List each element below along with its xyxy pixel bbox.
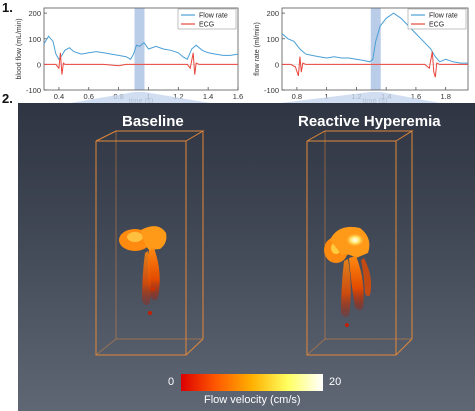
x-tick-label: 0.8 [113,92,123,101]
y-tick-label: 100 [266,35,279,44]
highlight-band [370,8,381,90]
x-tick-label: 0.8 [292,92,302,101]
highlight-band [134,8,145,90]
x-tick-label: 0.6 [84,92,94,101]
bounding-box-hyperemia [306,130,414,356]
y-tick-label: 0 [275,60,279,69]
x-tick-label: 1.2 [351,92,361,101]
series-line-flow-rate [43,35,239,61]
x-tick-label: 1 [325,92,329,101]
x-tick-label: 0.4 [54,92,64,101]
x-tick-label: 1.2 [173,92,183,101]
x-tick-label: 1.6 [233,92,243,101]
y-tick-label: -100 [26,86,41,95]
legend-label: ECG [429,22,444,29]
legend-label: ECG [199,22,214,29]
colorbar-title: Flow velocity (cm/s) [204,394,301,406]
plot-frame [281,7,469,91]
y-tick-label: 200 [28,9,41,18]
y-tick-label: 100 [28,35,41,44]
colorbar-min-label: 0 [168,376,175,388]
y-tick-label: 200 [266,9,279,18]
panel-label-2: 2. [2,91,13,106]
title-reactive-hyperemia: Reactive Hyperemia [298,113,441,130]
y-axis-label: blood flow (mL/min) [16,18,23,79]
series-line-ecg [44,52,238,75]
bounding-box-baseline [95,130,205,356]
flow-blob-baseline [119,226,167,315]
series-line-flow-rate [281,12,468,64]
title-baseline: Baseline [122,113,184,130]
volume-render-svg [95,130,414,391]
flow-visualization-panel: Baseline Reactive Hyperemia 0 20 Flow ve… [18,103,475,411]
y-tick-label: -100 [264,86,279,95]
x-tick-label: 1.8 [440,92,450,101]
plot-frame [43,7,239,91]
colorbar-max-label: 20 [329,376,342,388]
colorbar [181,374,323,391]
panel-label-1: 1. [2,0,13,15]
x-tick-label: 1.6 [411,92,421,101]
y-axis-label: flow rate (ml/min) [254,22,261,76]
flow-blob-hyperemia [324,226,372,327]
y-tick-label: 0 [37,60,41,69]
x-tick-label: 1.4 [203,92,213,101]
series-line-ecg [282,51,468,78]
legend-label: Flow rate [199,13,228,20]
legend-label: Flow rate [429,13,458,20]
